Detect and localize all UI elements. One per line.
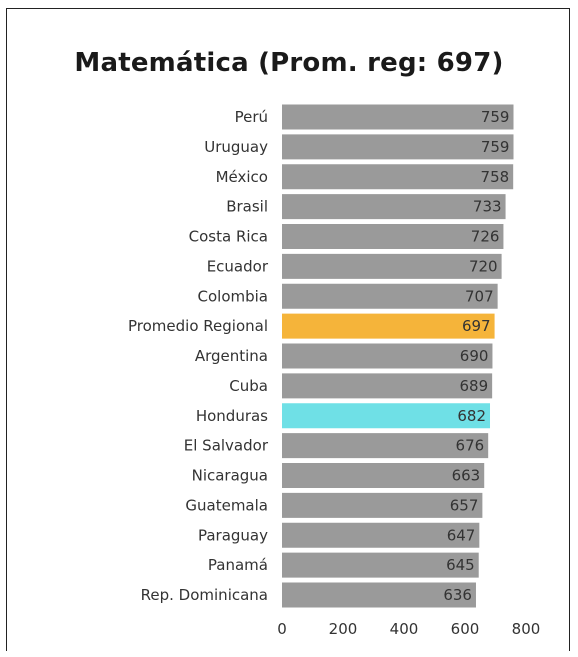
category-label-promedio-regional: Promedio Regional (128, 317, 268, 335)
x-axis-ticks: 0 200 400 600 800 (277, 620, 540, 638)
value-label-guatemala: 657 (450, 496, 479, 514)
value-label-nicaragua: 663 (452, 467, 481, 485)
category-label-colombia: Colombia (198, 287, 269, 305)
category-label-paraguay: Paraguay (198, 526, 268, 544)
bar-peru (282, 105, 513, 130)
category-label-nicaragua: Nicaragua (192, 467, 268, 485)
value-label-honduras: 682 (457, 407, 486, 425)
value-label-rep-dominicana: 636 (443, 586, 472, 604)
value-label-el-salvador: 676 (456, 437, 485, 455)
value-label-colombia: 707 (465, 287, 494, 305)
value-label-promedio-regional: 697 (462, 317, 491, 335)
category-labels: Perú Uruguay México Brasil Costa Rica Ecuador… (128, 108, 269, 604)
bar-uruguay (282, 134, 513, 159)
x-tick-label-800: 800 (512, 620, 541, 638)
category-label-rep-dominicana: Rep. Dominicana (141, 586, 268, 604)
category-label-uruguay: Uruguay (204, 138, 268, 156)
value-label-argentina: 690 (460, 347, 489, 365)
bar-mexico (282, 164, 513, 189)
value-label-brasil: 733 (473, 198, 502, 216)
value-label-cuba: 689 (460, 377, 489, 395)
category-label-costa-rica: Costa Rica (189, 228, 268, 246)
value-label-paraguay: 647 (447, 526, 476, 544)
category-label-brasil: Brasil (226, 198, 268, 216)
category-label-guatemala: Guatemala (185, 496, 268, 514)
value-label-mexico: 758 (481, 168, 510, 186)
x-tick-label-400: 400 (390, 620, 419, 638)
category-label-argentina: Argentina (195, 347, 268, 365)
category-label-peru: Perú (235, 108, 268, 126)
value-label-ecuador: 720 (469, 257, 498, 275)
category-label-panama: Panamá (208, 556, 268, 574)
category-label-el-salvador: El Salvador (184, 437, 269, 455)
value-label-uruguay: 759 (481, 138, 510, 156)
category-label-honduras: Honduras (196, 407, 268, 425)
value-label-panama: 645 (446, 556, 475, 574)
value-label-costa-rica: 726 (471, 228, 500, 246)
x-tick-label-600: 600 (451, 620, 480, 638)
x-tick-label-200: 200 (329, 620, 358, 638)
category-label-mexico: México (216, 168, 268, 186)
category-label-cuba: Cuba (229, 377, 268, 395)
x-tick-label-0: 0 (277, 620, 287, 638)
value-label-peru: 759 (481, 108, 510, 126)
category-label-ecuador: Ecuador (207, 257, 269, 275)
